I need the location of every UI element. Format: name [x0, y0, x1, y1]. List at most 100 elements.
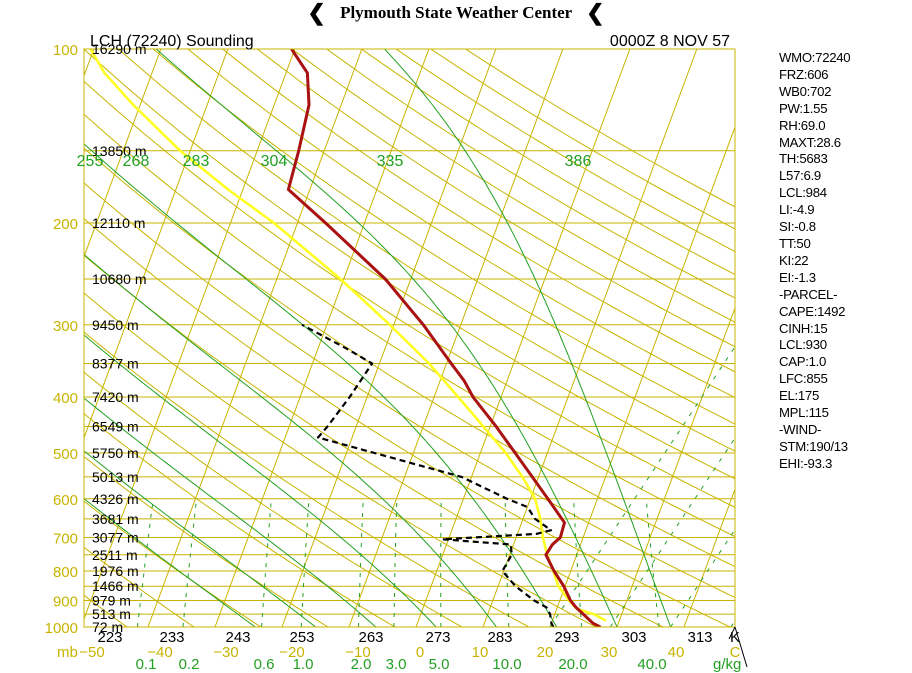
mixing-ratio-line [182, 498, 198, 627]
wind-barb-staff [734, 626, 748, 668]
dry-adiabat-line [84, 456, 329, 627]
kelvin-tick-label: 313 [687, 629, 712, 646]
mixing-ratio-tick-label: 0.6 [254, 656, 275, 673]
dry-adiabat-line [84, 182, 735, 599]
celsius-tick-label: 10 [472, 644, 489, 661]
dry-adiabat-line [325, 49, 735, 299]
mixing-ratio-line [504, 498, 510, 627]
moist-adiabat-line [84, 143, 558, 627]
pressure-tick-label: 400 [53, 390, 78, 407]
celsius-tick-label: 20 [537, 644, 554, 661]
height-tick-label: 7420 m [92, 389, 139, 405]
isotherm-line [549, 125, 735, 627]
isotherm-line [281, 49, 497, 627]
theta-e-label: 255 [77, 153, 104, 170]
plot-frame [83, 48, 736, 628]
isotherm-line [0, 49, 27, 627]
pressure-tick-label: 100 [53, 42, 78, 59]
mixing-ratio-line [358, 498, 364, 627]
dry-adiabat-line [0, 36, 76, 639]
header-title-bar: ❮ Plymouth State Weather Center ❮ [0, 0, 912, 25]
isotherm-line [482, 49, 698, 627]
isotherm-line [415, 49, 631, 627]
sounding-index-item: CAP:1.0 [779, 354, 827, 370]
dry-adiabat-line [84, 217, 732, 627]
theta-e-label: 335 [377, 153, 404, 170]
parcel-trace [89, 49, 607, 622]
dry-adiabat-line [187, 49, 735, 399]
moist-adiabat-line [84, 450, 316, 627]
sounding-index-item: EI:-1.3 [779, 269, 816, 285]
pressure-unit-label: mb [57, 644, 78, 661]
celsius-tick-label: −20 [279, 644, 304, 661]
dry-adiabat-line [221, 49, 735, 373]
dry-adiabat-line [291, 49, 735, 323]
sounding-index-item: EHI:-93.3 [779, 455, 833, 471]
dry-adiabat-line [84, 413, 396, 627]
kelvin-tick-label: 273 [425, 629, 450, 646]
height-tick-label: 16290 m [92, 41, 146, 57]
pressure-tick-label: 300 [53, 318, 78, 335]
kelvin-tick-label: 233 [159, 629, 184, 646]
height-tick-label: 5750 m [92, 445, 139, 461]
height-tick-label: 8377 m [92, 355, 139, 371]
dry-adiabat-line [84, 292, 597, 627]
celsius-tick-label: 0 [416, 644, 424, 661]
theta-e-label: 386 [565, 153, 592, 170]
moist-adiabat-line [384, 49, 672, 627]
celsius-tick-label: −50 [79, 644, 104, 661]
height-tick-label: 9450 m [92, 317, 139, 333]
sounding-index-item: TH:5683 [779, 151, 828, 167]
sounding-index-item: WB0:702 [779, 83, 832, 99]
isotherm-line [348, 49, 564, 627]
mixing-ratio-line [300, 498, 310, 627]
celsius-tick-label: −40 [147, 644, 172, 661]
height-tick-label: 4326 m [92, 491, 139, 507]
sounding-index-item: LI:-4.9 [779, 202, 815, 218]
mixing-ratio-line [549, 345, 735, 627]
height-tick-label: 1976 m [92, 563, 139, 579]
kelvin-tick-label: 293 [554, 629, 579, 646]
mixing-ratio-tick-label: 20.0 [558, 656, 587, 673]
mixing-ratio-tick-label: 3.0 [386, 656, 407, 673]
dry-adiabat-line [84, 500, 262, 627]
isotherm-line [683, 487, 735, 627]
pressure-tick-label: 700 [53, 530, 78, 547]
mixing-ratio-line [136, 498, 154, 627]
kelvin-tick-label: 253 [289, 629, 314, 646]
moist-adiabat-line [84, 497, 256, 627]
dry-adiabat-line [84, 147, 735, 568]
dry-adiabat-line [256, 49, 735, 348]
height-tick-label: 1466 m [92, 578, 139, 594]
dry-adiabat-line [84, 546, 195, 627]
dry-adiabat-line [152, 49, 735, 425]
sounding-index-item: FRZ:606 [779, 66, 829, 82]
isotherm-line [147, 49, 363, 627]
kelvin-tick-label: K [730, 629, 740, 646]
mixing-ratio-tick-label: 0.2 [179, 656, 200, 673]
mixing-ratio-line [609, 437, 735, 627]
sounding-index-item: PW:1.55 [779, 100, 828, 116]
height-tick-label: 3681 m [92, 511, 139, 527]
mixing-ratio-line [393, 498, 398, 627]
pressure-tick-label: 500 [53, 446, 78, 463]
kelvin-tick-label: 283 [487, 629, 512, 646]
celsius-tick-label: −30 [213, 644, 238, 661]
height-tick-label: 3077 m [92, 529, 139, 545]
celsius-tick-label: C [730, 644, 741, 661]
theta-e-label: 283 [183, 153, 210, 170]
moist-adiabat-line [84, 253, 497, 627]
left-wind-arrow-icon: ❮ [307, 0, 326, 25]
sounding-index-item: TT:50 [779, 235, 811, 251]
isotherm-line [84, 49, 229, 440]
sounding-index-item: MPL:115 [779, 405, 829, 421]
sounding-index-item: CAPE:1492 [779, 303, 846, 319]
mixing-ratio-line [645, 498, 660, 627]
dry-adiabat-line [84, 371, 463, 627]
dry-adiabat-line [84, 331, 530, 627]
sounding-index-item: LFC:855 [779, 371, 828, 387]
datetime-label: 0000Z 8 NOV 57 [610, 33, 730, 50]
pressure-tick-label: 900 [53, 594, 78, 611]
theta-e-label: 268 [123, 153, 150, 170]
